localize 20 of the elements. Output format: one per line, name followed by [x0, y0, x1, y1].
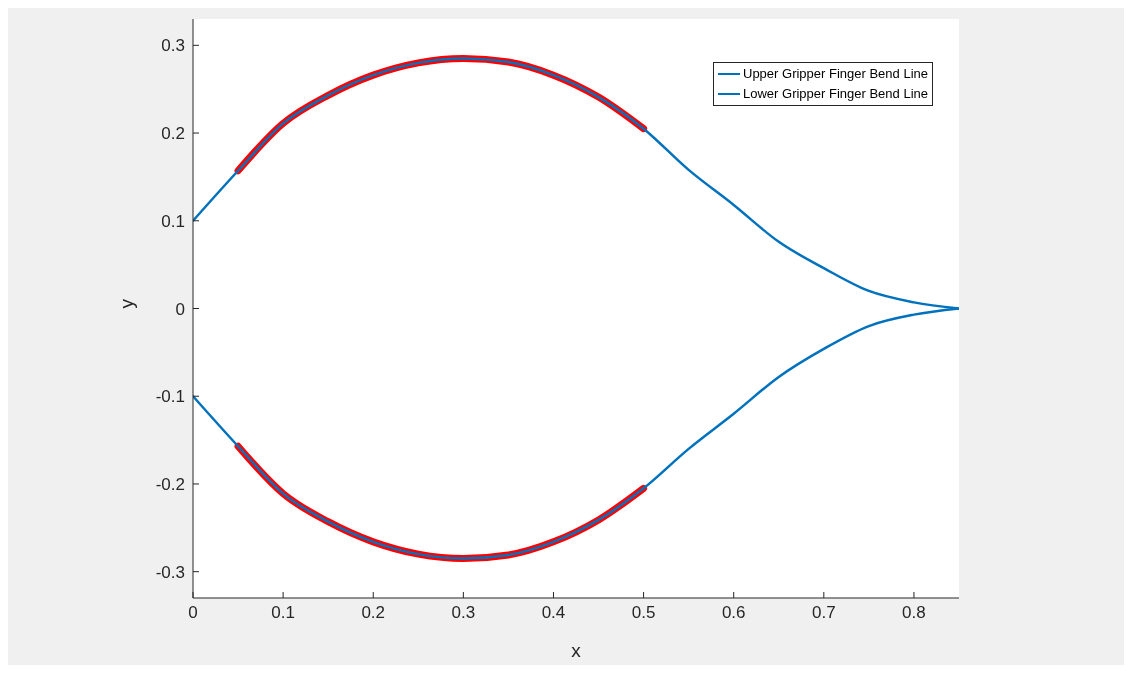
y-tick-label: -0.3 [155, 562, 185, 582]
legend-label: Upper Gripper Finger Bend Line [743, 65, 928, 83]
x-tick-label: 0 [188, 603, 198, 623]
x-tick-label: 0.1 [271, 603, 295, 623]
x-tick-label: 0.5 [631, 603, 656, 623]
x-axis-title: x [571, 640, 582, 661]
y-tick-label: -0.2 [155, 474, 185, 494]
x-tick-label: 0.2 [361, 603, 386, 623]
y-tick-label: 0.3 [161, 36, 185, 56]
y-tick-label: 0 [175, 299, 185, 319]
y-tick-label: -0.1 [155, 387, 185, 407]
y-axis-title: y [115, 298, 137, 309]
y-tick-label: 0.1 [161, 211, 185, 231]
x-tick-label: 0.7 [812, 603, 836, 623]
legend-label: Lower Gripper Finger Bend Line [743, 85, 928, 103]
x-tick-label: 0.8 [902, 603, 926, 623]
x-tick-label: 0.6 [721, 603, 746, 623]
y-tick-label: 0.2 [161, 124, 185, 144]
x-tick-label: 0.3 [451, 603, 476, 623]
x-tick-label: 0.4 [541, 603, 566, 623]
